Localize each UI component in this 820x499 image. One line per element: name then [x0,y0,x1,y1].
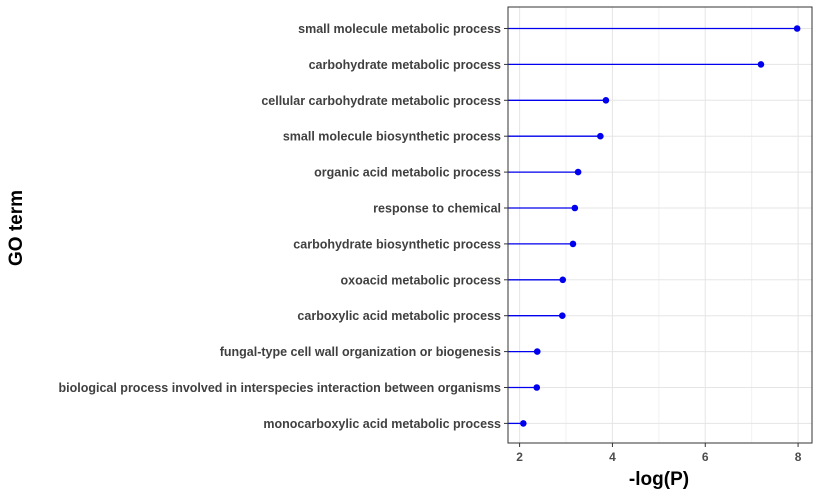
x-tick-label: 8 [795,450,802,464]
y-category-label: cellular carbohydrate metabolic process [261,94,501,108]
lollipop-point [520,420,527,427]
y-category-label: response to chemical [373,202,501,216]
lollipop-point [533,348,541,355]
y-axis-ticks: small molecule metabolic process carbohyd… [59,22,508,431]
x-tick-label: 6 [702,450,709,464]
y-category-label: biological process involved in interspec… [59,381,502,395]
y-axis-title: GO term [6,190,27,266]
x-tick-label: 4 [609,450,616,464]
grid-layer [508,7,812,443]
y-category-label: carbohydrate metabolic process [309,58,501,72]
y-category-label: carbohydrate biosynthetic process [293,237,501,251]
y-category-label: small molecule metabolic process [298,22,501,36]
lollipop-point [597,132,604,140]
lollipop-point [574,168,582,176]
lollipop-point [569,240,577,248]
y-category-label: fungal-type cell wall organization or bi… [220,345,501,359]
lollipop-point [602,97,610,104]
y-category-label: monocarboxylic acid metabolic process [263,417,501,431]
panel-border [507,6,813,444]
lollipop-point [757,61,765,68]
y-category-label: oxoacid metabolic process [341,273,502,287]
x-tick-label: 2 [516,450,523,464]
lollipop-point [559,312,566,320]
marks-layer [508,25,801,427]
lollipop-point [793,25,801,32]
lollipop-point [559,276,567,284]
x-axis-title: -log(P) [629,469,689,490]
y-category-label: carboxylic acid metabolic process [297,309,501,323]
y-category-label: organic acid metabolic process [314,166,501,180]
y-category-label: small molecule biosynthetic process [283,130,501,144]
lollipop-point [571,204,579,212]
lollipop-point [533,384,541,391]
x-axis-ticks: 2 4 6 8 [516,443,802,464]
